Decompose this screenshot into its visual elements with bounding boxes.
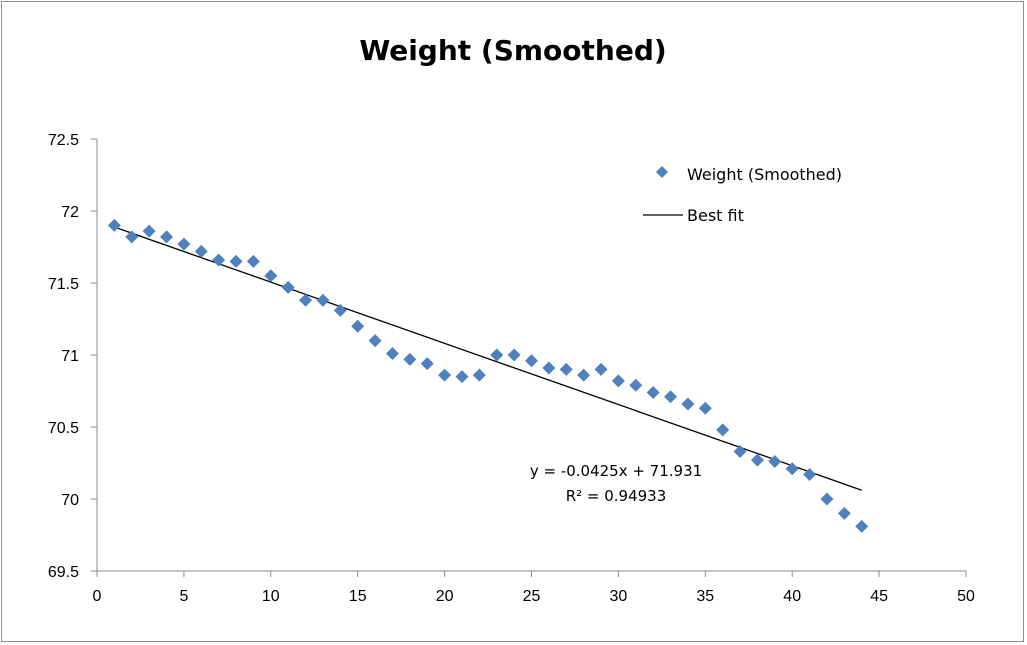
data-point	[698, 401, 712, 415]
data-point	[768, 455, 782, 469]
data-point	[559, 362, 573, 376]
y-tick-label: 70	[61, 492, 79, 509]
data-point	[507, 348, 521, 362]
x-tick-label: 35	[696, 588, 714, 605]
data-point	[681, 397, 695, 411]
data-point	[264, 269, 278, 283]
data-point	[160, 230, 174, 244]
data-point	[403, 352, 417, 366]
data-point	[629, 378, 643, 392]
data-point	[855, 519, 869, 533]
y-tick-label: 72.5	[48, 132, 79, 149]
data-point	[490, 348, 504, 362]
data-point	[299, 293, 313, 307]
data-point	[351, 319, 365, 333]
data-point	[212, 253, 226, 267]
data-point	[385, 347, 399, 361]
data-point	[577, 368, 591, 382]
data-points	[107, 218, 869, 533]
x-tick-label: 15	[349, 588, 367, 605]
data-point	[837, 506, 851, 520]
data-point	[368, 334, 382, 348]
data-point	[420, 357, 434, 371]
data-point	[281, 280, 295, 294]
x-tick-label: 10	[262, 588, 280, 605]
y-tick-label: 72	[61, 204, 79, 221]
data-point	[785, 462, 799, 476]
data-point	[229, 254, 243, 268]
best-fit-line	[114, 226, 862, 491]
x-tick-label: 25	[523, 588, 541, 605]
legend: Weight (Smoothed) Best fit	[643, 165, 842, 225]
best-fit-layer	[114, 226, 862, 491]
y-tick-label: 70.5	[48, 420, 79, 437]
data-point	[194, 244, 208, 258]
x-axis-ticks: 0 5 10 15 20 25 30 35 40 45 50	[93, 571, 975, 605]
data-point	[455, 370, 469, 384]
y-tick-label: 71	[61, 348, 79, 365]
data-point	[177, 237, 191, 251]
data-point	[716, 423, 730, 437]
y-tick-label: 69.5	[48, 564, 79, 581]
data-point	[333, 303, 347, 317]
data-point	[246, 254, 260, 268]
x-tick-label: 20	[436, 588, 454, 605]
legend-marker-diamond	[656, 166, 668, 178]
y-tick-label: 71.5	[48, 276, 79, 293]
data-point	[803, 468, 817, 482]
data-point	[733, 444, 747, 458]
legend-label-weight: Weight (Smoothed)	[687, 165, 842, 184]
x-tick-label: 50	[957, 588, 975, 605]
x-tick-label: 5	[179, 588, 188, 605]
data-point	[107, 218, 121, 232]
data-point	[316, 293, 330, 307]
data-point	[125, 230, 139, 244]
x-tick-label: 45	[870, 588, 888, 605]
data-point	[664, 390, 678, 404]
data-point	[611, 374, 625, 388]
data-point	[542, 361, 556, 375]
data-point	[438, 368, 452, 382]
legend-label-best-fit: Best fit	[687, 206, 744, 225]
trendline-r-squared: R² = 0.94933	[566, 487, 667, 505]
data-point	[472, 368, 486, 382]
data-point	[750, 453, 764, 467]
x-tick-label: 30	[610, 588, 628, 605]
y-axis-ticks: 69.5 70 70.5 71 71.5 72 72.5	[48, 132, 97, 581]
data-point	[142, 224, 156, 238]
x-tick-label: 40	[783, 588, 801, 605]
data-point	[820, 492, 834, 506]
x-tick-label: 0	[93, 588, 102, 605]
data-point	[525, 354, 538, 368]
data-point	[594, 362, 608, 376]
trendline-equation: y = -0.0425x + 71.931	[530, 462, 702, 480]
chart-title: Weight (Smoothed)	[359, 34, 666, 67]
data-point	[646, 385, 660, 399]
